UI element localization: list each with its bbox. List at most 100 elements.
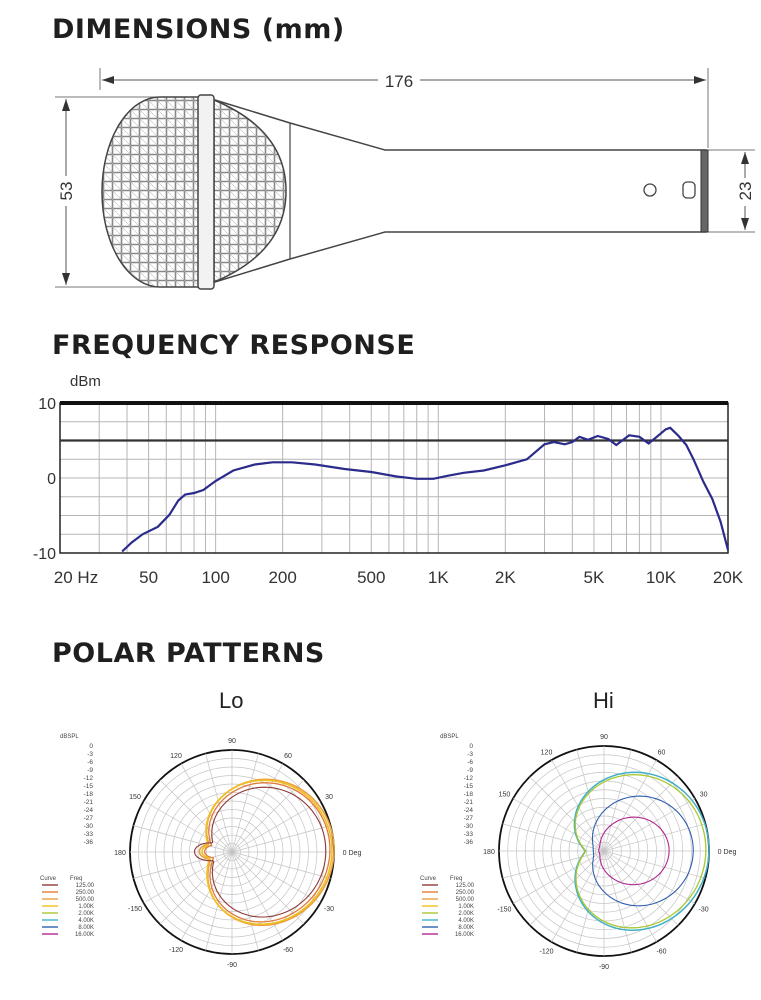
legend-freq-label: 125.00: [76, 883, 95, 889]
polar-spoke: [603, 759, 657, 852]
polar-spoke: [603, 850, 657, 943]
angle-label: 30: [700, 792, 708, 799]
y-axis-unit: dBm: [70, 373, 101, 390]
db-scale-label: -6: [87, 759, 93, 766]
x-tick-label: 20 Hz: [54, 568, 98, 587]
angle-label: -90: [227, 962, 237, 969]
angle-label: 180: [483, 849, 495, 856]
frequency-response-chart: dBm 100-10 20 Hz 50 100 200 500 1K 2K 5K 10K 20K: [33, 373, 744, 587]
polar-spoke: [133, 825, 233, 853]
y-tick-label: -10: [33, 546, 56, 563]
db-scale-label: -3: [87, 751, 93, 758]
x-tick-label: 20K: [713, 568, 744, 587]
polar-spoke: [512, 850, 605, 904]
db-scale-label: -24: [84, 807, 94, 814]
polar-response-curve: [203, 782, 331, 923]
polar-spoke: [231, 779, 305, 853]
polar-spoke: [231, 763, 284, 853]
legend-freq-label: 125.00: [456, 883, 475, 889]
polar-response-curve: [591, 795, 694, 907]
polar-plot-lo: dBSPL0-3-6-9-12-15-18-21-24-27-30-33-36C…: [40, 734, 362, 969]
db-scale-label: -6: [467, 759, 473, 766]
legend-freq-label: 500.00: [456, 897, 475, 903]
x-tick-label: 50: [139, 568, 158, 587]
legend-freq-label: 4.00K: [78, 918, 94, 924]
db-scale-label: -15: [84, 783, 94, 790]
polar-hi-title: Hi: [593, 688, 614, 713]
polar-spoke: [603, 749, 632, 852]
polar-spoke: [603, 850, 679, 926]
x-tick-label: 10K: [646, 568, 677, 587]
polar-spoke: [529, 850, 605, 926]
polar-spoke: [205, 753, 233, 853]
legend-freq-label: 4.00K: [458, 918, 474, 924]
db-scale-label: -3: [467, 751, 473, 758]
polar-spoke: [159, 779, 233, 853]
angle-label: 60: [284, 753, 292, 760]
db-scale-label: 0: [89, 743, 93, 750]
legend-freq-label: 8.00K: [78, 925, 94, 931]
polar-response-curve: [198, 778, 335, 927]
legend-freq-label: 16.00K: [455, 932, 474, 938]
x-tick-label: 1K: [428, 568, 449, 587]
angle-label: 0 Deg: [718, 849, 737, 856]
angle-label: -120: [169, 947, 183, 954]
polar-spoke: [603, 776, 679, 852]
legend-header-curve: Curve: [420, 876, 437, 882]
legend-header-freq: Freq: [450, 876, 462, 882]
polar-spoke: [231, 825, 331, 853]
legend-freq-label: 250.00: [456, 890, 475, 896]
slot-icon: [682, 181, 696, 199]
polar-response-curve: [598, 816, 670, 886]
x-tick-label: 200: [268, 568, 296, 587]
frequency-response-heading: FREQUENCY RESPONSE: [52, 330, 416, 361]
angle-label: 150: [129, 794, 141, 801]
db-scale-label: -27: [464, 815, 474, 822]
polar-spoke: [143, 800, 233, 853]
polar-spoke: [576, 749, 605, 852]
polar-spoke: [231, 851, 331, 879]
db-scale-label: -18: [84, 791, 94, 798]
db-scale-label: -9: [467, 767, 473, 774]
db-scale-label: -36: [464, 839, 474, 846]
legend-freq-label: 1.00K: [78, 904, 94, 910]
angle-label: 150: [499, 792, 511, 799]
polar-lo-title: Lo: [219, 688, 244, 713]
polar-spoke: [502, 823, 605, 852]
polar-patterns-heading: POLAR PATTERNS: [52, 638, 325, 669]
polar-spoke: [603, 798, 696, 852]
y-tick-label: 0: [47, 471, 56, 488]
polar-response-curve: [201, 779, 333, 926]
x-tick-label: 100: [201, 568, 229, 587]
microphone-outline: [101, 94, 709, 290]
polar-spoke: [180, 851, 233, 941]
angle-label: 60: [658, 749, 666, 756]
angle-label: 90: [228, 738, 236, 745]
db-unit-label: dBSPL: [440, 734, 459, 740]
legend-freq-label: 8.00K: [458, 925, 474, 931]
angle-label: -60: [656, 949, 666, 956]
polar-spoke: [529, 776, 605, 852]
legend-freq-label: 250.00: [76, 890, 95, 896]
angle-label: -90: [599, 964, 609, 971]
db-scale-label: -33: [464, 831, 474, 838]
polar-spoke: [603, 850, 696, 904]
length-value: 176: [385, 72, 413, 91]
db-scale-label: 0: [469, 743, 473, 750]
legend-freq-label: 500.00: [76, 897, 95, 903]
x-tick-label: 500: [357, 568, 385, 587]
handle-diameter-value: 23: [736, 182, 755, 201]
legend-freq-label: 2.00K: [78, 911, 94, 917]
polar-spoke: [159, 851, 233, 925]
angle-label: -30: [324, 906, 334, 913]
angle-label: 0 Deg: [343, 850, 362, 857]
legend-header-freq: Freq: [70, 876, 82, 882]
db-scale-label: -12: [464, 775, 474, 782]
angle-label: -150: [128, 906, 142, 913]
x-tick-label: 2K: [495, 568, 516, 587]
length-dimension: 176: [99, 68, 709, 148]
db-scale-label: -18: [464, 791, 474, 798]
db-scale-label: -27: [84, 815, 94, 822]
angle-label: 180: [114, 850, 126, 857]
polar-spoke: [231, 800, 321, 853]
